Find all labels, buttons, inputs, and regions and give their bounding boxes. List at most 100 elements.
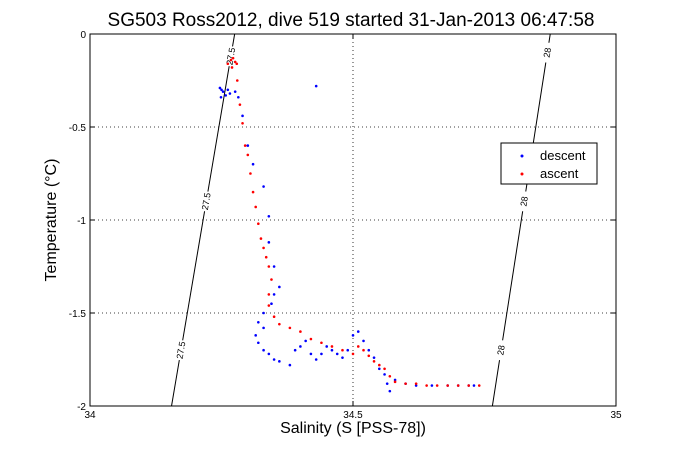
descent-point	[278, 360, 281, 363]
ascent-point	[241, 121, 244, 125]
descent-point	[237, 95, 240, 99]
ascent-point	[259, 237, 263, 240]
ascent-point	[264, 255, 268, 259]
descent-point	[251, 162, 255, 166]
ascent-point	[341, 348, 344, 352]
ascent-point	[233, 60, 237, 64]
descent-point	[278, 285, 281, 289]
descent-point	[257, 321, 260, 324]
ascent-point	[270, 278, 273, 281]
descent-point	[293, 348, 297, 352]
descent-point	[367, 348, 371, 352]
contour-label-bg	[540, 41, 554, 64]
axis-ticks: 34 34.5 35 0 -0.5 -1 -1.5 -2	[69, 30, 622, 421]
y-tick-label: -0.5	[69, 123, 87, 134]
ascent-point	[230, 66, 234, 69]
ascent-point	[356, 345, 360, 348]
descent-point	[335, 352, 339, 356]
ascent-point	[249, 172, 252, 175]
descent-point	[414, 384, 418, 387]
ascent-point	[467, 384, 471, 387]
descent-point	[430, 384, 434, 387]
descent-point	[372, 356, 376, 359]
ascent-point	[246, 153, 250, 157]
series-ascent	[226, 56, 481, 387]
ascent-point	[272, 315, 276, 319]
descent-point	[267, 241, 271, 244]
descent-point	[254, 334, 257, 337]
ascent-point	[456, 384, 460, 387]
ascent-point	[425, 384, 428, 387]
ascent-point	[257, 222, 260, 226]
ascent-point	[278, 322, 281, 326]
descent-point	[246, 144, 250, 147]
descent-point	[325, 345, 329, 348]
contour-label-bg	[199, 190, 213, 213]
ascent-point	[235, 79, 239, 82]
ascent-point	[251, 190, 255, 194]
descent-point	[224, 94, 228, 97]
y-tick-label: -2	[77, 402, 86, 413]
descent-point	[341, 356, 344, 359]
ascent-point	[288, 326, 292, 330]
density-contours: 27.5 27.5 27.5 28 28 28	[171, 33, 554, 407]
density-contour-label: 28	[495, 344, 506, 355]
density-contour-label: 28	[542, 47, 553, 58]
descent-point	[314, 358, 318, 361]
ascent-point	[477, 384, 481, 387]
descent-point	[388, 389, 392, 393]
legend-box	[500, 142, 598, 185]
ascent-point	[393, 380, 397, 384]
ascent-point	[330, 345, 334, 348]
contour-label-bg	[494, 339, 508, 361]
y-tick-label: 0	[80, 30, 86, 41]
legend-label-descent: descent	[540, 148, 586, 163]
descent-point	[272, 358, 276, 361]
descent-point	[385, 382, 389, 385]
descent-point	[351, 334, 355, 337]
descent-point	[228, 92, 232, 95]
legend-marker-descent	[520, 154, 524, 158]
ascent-point	[378, 363, 381, 367]
chart-title: SG503 Ross2012, dive 519 started 31-Jan-…	[108, 10, 595, 31]
descent-point	[383, 373, 386, 376]
legend: descent ascent	[500, 142, 598, 185]
descent-point	[233, 90, 237, 93]
contour-label-bg	[517, 190, 531, 213]
descent-point	[472, 384, 476, 387]
descent-point	[262, 348, 265, 352]
ascent-point	[435, 384, 439, 387]
descent-point	[356, 330, 360, 333]
ascent-point	[367, 354, 371, 358]
ascent-point	[446, 384, 449, 387]
ascent-point	[414, 382, 418, 385]
y-axis-label: Temperature (°C)	[43, 159, 60, 282]
ascent-point	[383, 367, 386, 371]
ascent-point	[235, 62, 239, 66]
descent-point	[320, 352, 323, 356]
descent-point	[218, 86, 222, 90]
density-contour-label: 27.5	[224, 47, 237, 66]
ascent-point	[351, 352, 355, 356]
contour-label-bg	[174, 339, 188, 361]
descent-point	[288, 363, 292, 367]
ascent-point	[404, 382, 407, 385]
x-tick-label: 35	[610, 410, 622, 421]
ascent-point	[362, 348, 365, 352]
density-contour-label: 27.5	[175, 341, 188, 360]
descent-point	[221, 90, 225, 93]
ascent-point	[309, 337, 313, 341]
descent-point	[272, 265, 276, 268]
ascent-point	[254, 205, 257, 209]
descent-point	[262, 185, 265, 188]
descent-point	[309, 352, 313, 356]
descent-point	[314, 84, 318, 88]
ascent-point	[231, 56, 235, 60]
x-tick-label: 34	[84, 410, 96, 421]
descent-point	[270, 302, 273, 306]
x-axis-label: Salinity (S [PSS-78])	[280, 420, 426, 437]
descent-point	[378, 367, 381, 371]
ascent-point	[238, 103, 242, 106]
